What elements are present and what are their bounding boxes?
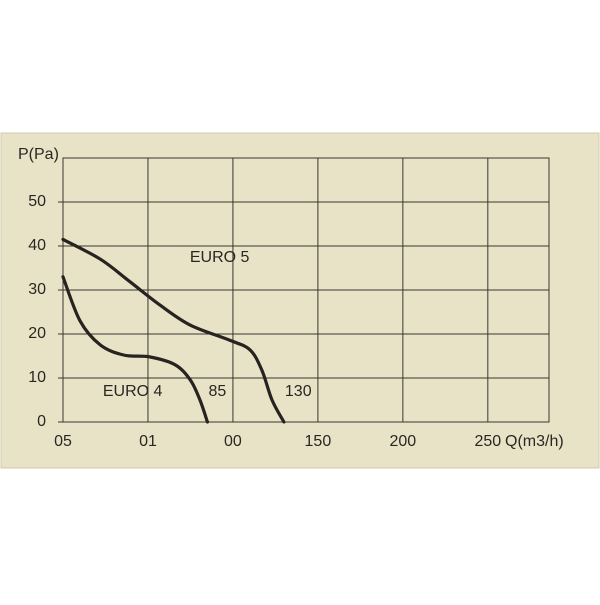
annotation: 130 bbox=[285, 383, 312, 400]
y-axis-label: P(Pa) bbox=[18, 146, 59, 163]
series-label: EURO 4 bbox=[103, 383, 163, 400]
y-tick-label: 40 bbox=[28, 237, 46, 254]
x-tick-label: 00 bbox=[224, 433, 242, 450]
series-line bbox=[61, 275, 210, 424]
x-tick-label: 250 bbox=[474, 433, 501, 450]
series-label: EURO 5 bbox=[190, 249, 250, 266]
y-tick-label: 0 bbox=[37, 413, 46, 430]
background bbox=[0, 132, 600, 469]
x-axis-label: Q(m3/h) bbox=[505, 433, 564, 450]
y-tick-label: 10 bbox=[28, 369, 46, 386]
y-tick-label: 30 bbox=[28, 281, 46, 298]
annotation: 85 bbox=[208, 383, 226, 400]
y-tick-label: 50 bbox=[28, 193, 46, 210]
x-tick-label: 05 bbox=[54, 433, 72, 450]
series-line bbox=[61, 237, 286, 424]
x-tick-label: 01 bbox=[139, 433, 157, 450]
x-tick-label: 200 bbox=[390, 433, 417, 450]
y-tick-label: 20 bbox=[28, 325, 46, 342]
x-tick-label: 150 bbox=[305, 433, 332, 450]
